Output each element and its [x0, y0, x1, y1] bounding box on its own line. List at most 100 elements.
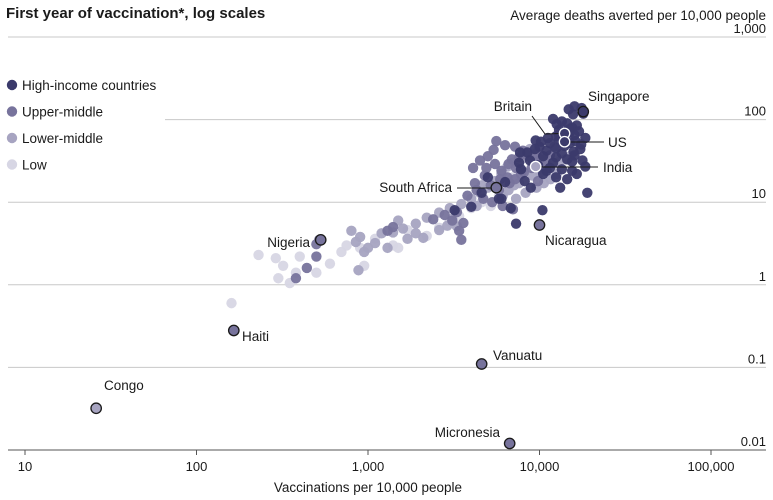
data-point-low	[294, 251, 305, 262]
annotation-label: Nigeria	[267, 235, 310, 250]
data-point-high	[550, 172, 562, 183]
data-point-lower	[402, 233, 413, 245]
data-point-high	[535, 136, 547, 147]
y-axis-label: Average deaths averted per 10,000 people	[510, 8, 766, 23]
data-point-high	[551, 118, 562, 130]
highlighted-point	[314, 234, 327, 246]
annotation-label: Nicaragua	[545, 233, 607, 248]
annotation-label: Micronesia	[435, 425, 501, 440]
y-tick-label: 1	[759, 269, 766, 284]
data-point-high	[529, 143, 541, 155]
data-point-upper	[311, 251, 322, 262]
legend-label-upper: Upper-middle	[22, 105, 103, 120]
legend-swatch-upper	[6, 106, 18, 117]
data-point-upper	[301, 262, 313, 274]
data-point-upper	[491, 135, 502, 147]
legend-swatch-high	[6, 79, 18, 91]
data-point-lower	[410, 218, 422, 229]
data-point-lower	[382, 242, 393, 254]
y-tick-label: 0.1	[748, 351, 766, 366]
y-tick-label: 100	[744, 104, 766, 119]
annotations: Singapore Britain US India South Africa Nicar…	[90, 89, 650, 450]
data-point-upper	[532, 175, 544, 187]
annotation-label: India	[603, 160, 633, 175]
data-point-low	[270, 252, 282, 264]
data-point-lower	[350, 236, 362, 248]
x-tick-labels: 10 100 1,000 10,000 100,000	[18, 450, 735, 474]
highlighted-point	[227, 324, 240, 337]
highlighted-point	[490, 181, 503, 194]
data-point-high	[515, 164, 527, 175]
data-point-high	[519, 175, 530, 187]
annotation-label: Britain	[494, 99, 532, 114]
data-point-upper	[474, 155, 486, 166]
x-tick-label: 1,000	[352, 459, 385, 474]
data-point-high	[537, 151, 549, 162]
data-point-low	[277, 260, 289, 271]
highlighted-point	[503, 437, 516, 450]
highlighted-point	[90, 402, 103, 415]
data-point-high	[482, 172, 494, 183]
y-tick-labels: 1,000 100 10 1 0.1 0.01	[733, 21, 766, 449]
chart-title: First year of vaccination*, log scales	[6, 5, 265, 22]
legend-swatch-lower	[6, 132, 18, 144]
data-point-high	[466, 201, 477, 212]
data-point-high	[554, 182, 566, 193]
data-point-upper	[488, 144, 499, 156]
data-point-high	[575, 139, 587, 150]
data-point-high	[573, 126, 585, 137]
data-point-high	[525, 182, 537, 193]
data-point-lower	[353, 265, 364, 276]
x-tick-label: 10	[18, 459, 32, 474]
highlighted-point	[533, 219, 546, 231]
data-point-high	[505, 202, 516, 214]
data-point-low	[273, 273, 284, 284]
data-point-high	[567, 109, 579, 120]
data-point-high	[582, 187, 593, 198]
data-point-upper	[489, 158, 501, 170]
data-point-low	[341, 240, 352, 251]
data-point-lower	[456, 198, 467, 210]
data-point-upper	[382, 225, 393, 237]
data-point-high	[449, 205, 460, 216]
annotation-label: Haiti	[242, 329, 269, 344]
data-point-low	[253, 249, 264, 261]
data-point-low	[311, 267, 322, 278]
data-point-high	[537, 205, 548, 216]
legend-label-high: High-income countries	[22, 78, 157, 93]
y-tick-label: 1,000	[733, 21, 766, 36]
data-point-high	[514, 147, 526, 158]
legend: High-income countries Upper-middle Lower-m…	[6, 78, 157, 173]
annotation-leader-line	[531, 115, 565, 135]
data-point-high	[493, 193, 505, 204]
data-point-upper	[469, 177, 481, 189]
data-point-upper	[467, 162, 479, 174]
x-tick-label: 100	[186, 459, 208, 474]
legend-label-low: Low	[22, 158, 47, 173]
annotation-label: Congo	[104, 378, 144, 393]
gridlines	[8, 36, 766, 451]
data-point-lower	[418, 232, 429, 244]
data-point-upper	[499, 139, 511, 151]
data-point-low	[324, 258, 336, 269]
data-point-upper	[439, 209, 450, 221]
y-tick-label: 10	[752, 186, 766, 201]
data-point-upper	[447, 215, 458, 226]
data-point-lower	[410, 228, 422, 239]
annotation-label: Singapore	[588, 89, 650, 104]
legend-label-lower: Lower-middle	[22, 131, 103, 146]
data-point-upper	[481, 162, 492, 174]
data-point-high	[568, 146, 579, 157]
data-point-lower	[397, 223, 409, 234]
data-point-high	[476, 187, 487, 198]
x-tick-label: 100,000	[688, 459, 735, 474]
data-point-high	[566, 156, 578, 167]
data-point-high	[541, 165, 552, 176]
data-point-high	[571, 168, 582, 180]
highlighted-point	[475, 358, 488, 370]
data-point-upper	[458, 217, 469, 229]
annotation-label: Vanuatu	[493, 348, 542, 363]
data-point-high	[510, 218, 522, 229]
data-point-high	[550, 143, 562, 154]
